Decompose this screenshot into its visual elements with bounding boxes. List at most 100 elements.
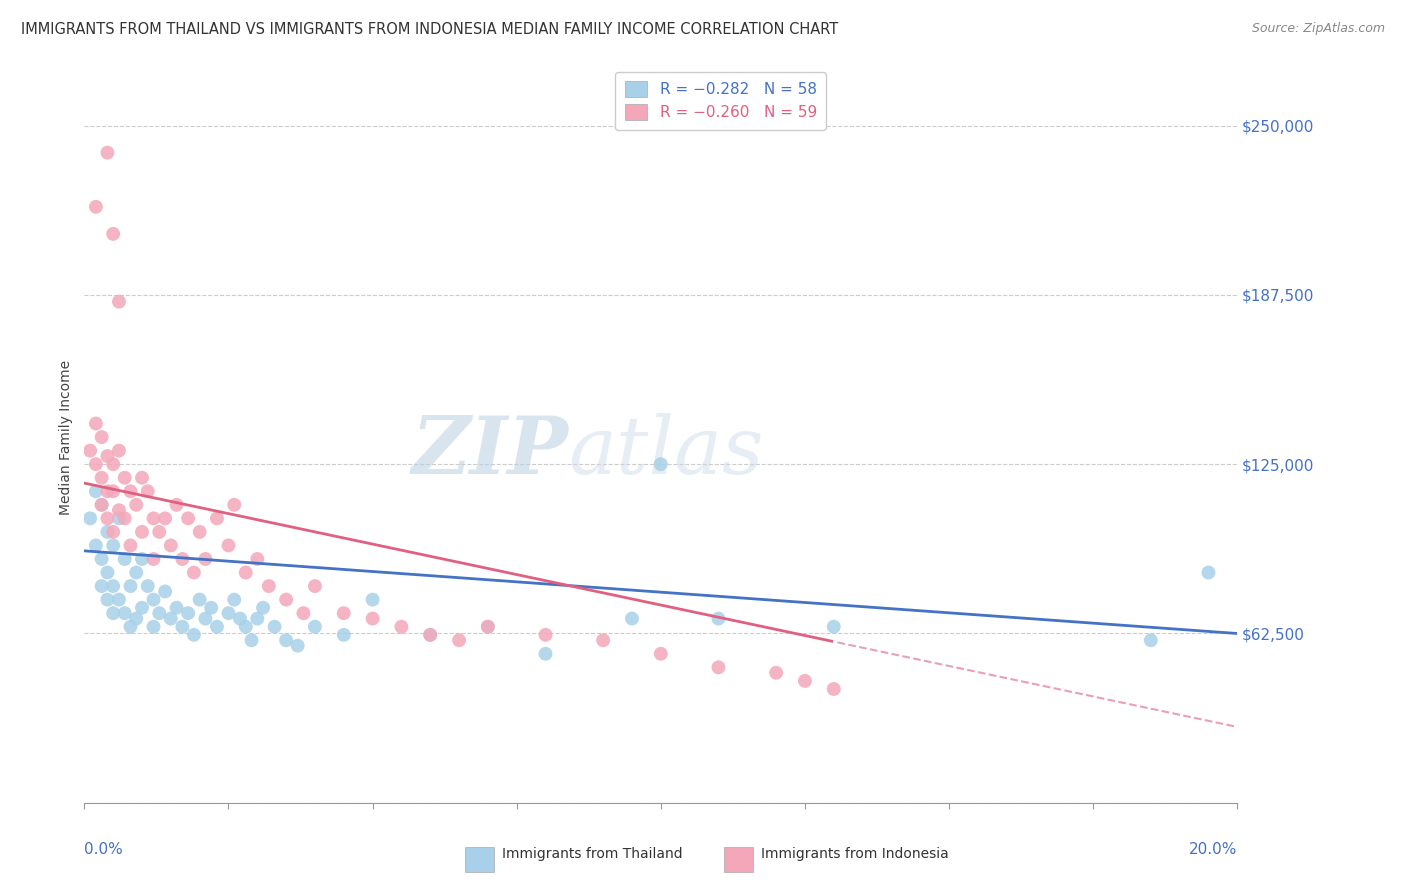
- Point: [142, 620, 165, 634]
- Point: [142, 552, 165, 566]
- Point: [650, 647, 672, 661]
- Point: [84, 200, 107, 214]
- Point: [621, 611, 644, 625]
- Point: [125, 498, 148, 512]
- Point: [125, 566, 148, 580]
- Point: [142, 511, 165, 525]
- Point: [224, 498, 246, 512]
- Point: [153, 584, 176, 599]
- Point: [136, 484, 159, 499]
- Point: [160, 611, 183, 625]
- Point: [276, 633, 298, 648]
- Point: [257, 579, 280, 593]
- Point: [205, 620, 228, 634]
- Point: [108, 511, 131, 525]
- Point: [103, 538, 124, 552]
- Point: [103, 606, 124, 620]
- Point: [177, 511, 200, 525]
- Point: [103, 484, 124, 499]
- Text: Immigrants from Indonesia: Immigrants from Indonesia: [761, 847, 949, 861]
- Point: [449, 633, 471, 648]
- Point: [823, 620, 845, 634]
- Point: [148, 606, 170, 620]
- Point: [287, 639, 309, 653]
- Text: ZIP: ZIP: [412, 413, 568, 491]
- Point: [153, 511, 176, 525]
- Point: [188, 524, 211, 539]
- Point: [84, 484, 107, 499]
- Text: IMMIGRANTS FROM THAILAND VS IMMIGRANTS FROM INDONESIA MEDIAN FAMILY INCOME CORRE: IMMIGRANTS FROM THAILAND VS IMMIGRANTS F…: [21, 22, 838, 37]
- Point: [103, 579, 124, 593]
- Point: [96, 566, 118, 580]
- Point: [131, 524, 153, 539]
- Point: [477, 620, 499, 634]
- Point: [183, 566, 205, 580]
- Point: [96, 524, 118, 539]
- Point: [194, 611, 217, 625]
- Point: [240, 633, 263, 648]
- Point: [166, 600, 188, 615]
- Point: [103, 227, 124, 241]
- Point: [114, 606, 136, 620]
- Point: [90, 430, 112, 444]
- Point: [96, 511, 118, 525]
- Y-axis label: Median Family Income: Median Family Income: [59, 359, 73, 515]
- Point: [218, 538, 240, 552]
- Point: [90, 471, 112, 485]
- Point: [96, 484, 118, 499]
- Point: [90, 498, 112, 512]
- Point: [252, 600, 274, 615]
- Point: [205, 511, 228, 525]
- Text: 20.0%: 20.0%: [1189, 842, 1237, 856]
- Point: [391, 620, 413, 634]
- Point: [84, 538, 107, 552]
- Point: [114, 552, 136, 566]
- Point: [172, 552, 194, 566]
- Point: [120, 579, 142, 593]
- Point: [218, 606, 240, 620]
- Point: [361, 611, 384, 625]
- Point: [172, 620, 194, 634]
- Point: [246, 552, 269, 566]
- Point: [148, 524, 170, 539]
- Point: [108, 592, 131, 607]
- Point: [419, 628, 441, 642]
- Point: [108, 294, 131, 309]
- Point: [114, 471, 136, 485]
- Point: [229, 611, 252, 625]
- FancyBboxPatch shape: [465, 847, 494, 872]
- Point: [90, 579, 112, 593]
- Point: [333, 606, 356, 620]
- Point: [177, 606, 200, 620]
- Point: [235, 566, 257, 580]
- Point: [276, 592, 298, 607]
- Point: [419, 628, 441, 642]
- Point: [333, 628, 356, 642]
- Point: [90, 552, 112, 566]
- Point: [90, 498, 112, 512]
- Point: [142, 592, 165, 607]
- Legend: R = −0.282   N = 58, R = −0.260   N = 59: R = −0.282 N = 58, R = −0.260 N = 59: [616, 71, 827, 129]
- Point: [120, 484, 142, 499]
- Point: [160, 538, 183, 552]
- Point: [1140, 633, 1163, 648]
- Point: [166, 498, 188, 512]
- Point: [235, 620, 257, 634]
- Point: [263, 620, 285, 634]
- Point: [707, 611, 730, 625]
- Point: [304, 620, 326, 634]
- Text: Immigrants from Thailand: Immigrants from Thailand: [502, 847, 682, 861]
- Point: [1198, 566, 1220, 580]
- Point: [84, 457, 107, 471]
- Point: [120, 620, 142, 634]
- Point: [79, 511, 101, 525]
- Point: [650, 457, 672, 471]
- Point: [96, 449, 118, 463]
- Point: [194, 552, 217, 566]
- Point: [114, 511, 136, 525]
- Text: atlas: atlas: [568, 413, 763, 491]
- Point: [131, 552, 153, 566]
- Point: [794, 673, 817, 688]
- Point: [477, 620, 499, 634]
- Text: Source: ZipAtlas.com: Source: ZipAtlas.com: [1251, 22, 1385, 36]
